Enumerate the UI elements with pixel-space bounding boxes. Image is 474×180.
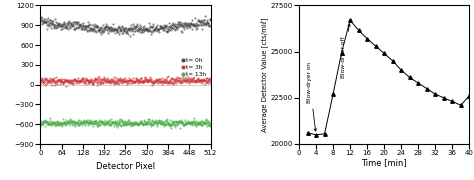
Legend: t= 0h, t= 3h, t= 13h: t= 0h, t= 3h, t= 13h: [180, 57, 208, 79]
t= 0h: [40, 20, 46, 22]
t= 0h: [68, 22, 74, 25]
t= 13h: [60, 122, 66, 124]
t= 0h: [202, 15, 208, 18]
t= 13h: [69, 121, 74, 123]
t= 0h: [128, 34, 133, 37]
t= 13h: [40, 120, 46, 122]
t= 0h: [60, 26, 66, 28]
t= 0h: [208, 24, 213, 26]
t= 13h: [73, 120, 78, 123]
t= 0h: [73, 21, 78, 23]
t= 13h: [37, 123, 43, 126]
Text: Blow-dryer on: Blow-dryer on: [307, 62, 317, 131]
t= 3h: [37, 83, 43, 85]
Line: t= 0h: t= 0h: [40, 16, 211, 36]
X-axis label: Detector Pixel: Detector Pixel: [96, 162, 155, 171]
t= 13h: [206, 122, 212, 124]
t= 3h: [73, 82, 78, 84]
t= 3h: [206, 78, 212, 81]
X-axis label: Time [min]: Time [min]: [361, 158, 407, 167]
Line: t= 13h: t= 13h: [40, 117, 211, 128]
t= 0h: [143, 28, 149, 30]
t= 0h: [37, 17, 43, 19]
t= 3h: [208, 81, 213, 83]
t= 3h: [69, 82, 74, 84]
Text: Blow-dryer off: Blow-dryer off: [341, 24, 350, 78]
t= 13h: [177, 127, 183, 129]
Line: t= 3h: t= 3h: [40, 76, 211, 86]
Y-axis label: Average Detector Value [cts/miℓ]: Average Detector Value [cts/miℓ]: [262, 17, 269, 132]
t= 3h: [60, 81, 66, 83]
t= 3h: [63, 85, 68, 87]
t= 3h: [40, 82, 46, 84]
t= 3h: [181, 75, 186, 77]
t= 13h: [143, 121, 149, 123]
t= 3h: [143, 78, 149, 80]
t= 13h: [208, 119, 213, 121]
t= 13h: [47, 117, 53, 119]
t= 0h: [206, 24, 212, 26]
